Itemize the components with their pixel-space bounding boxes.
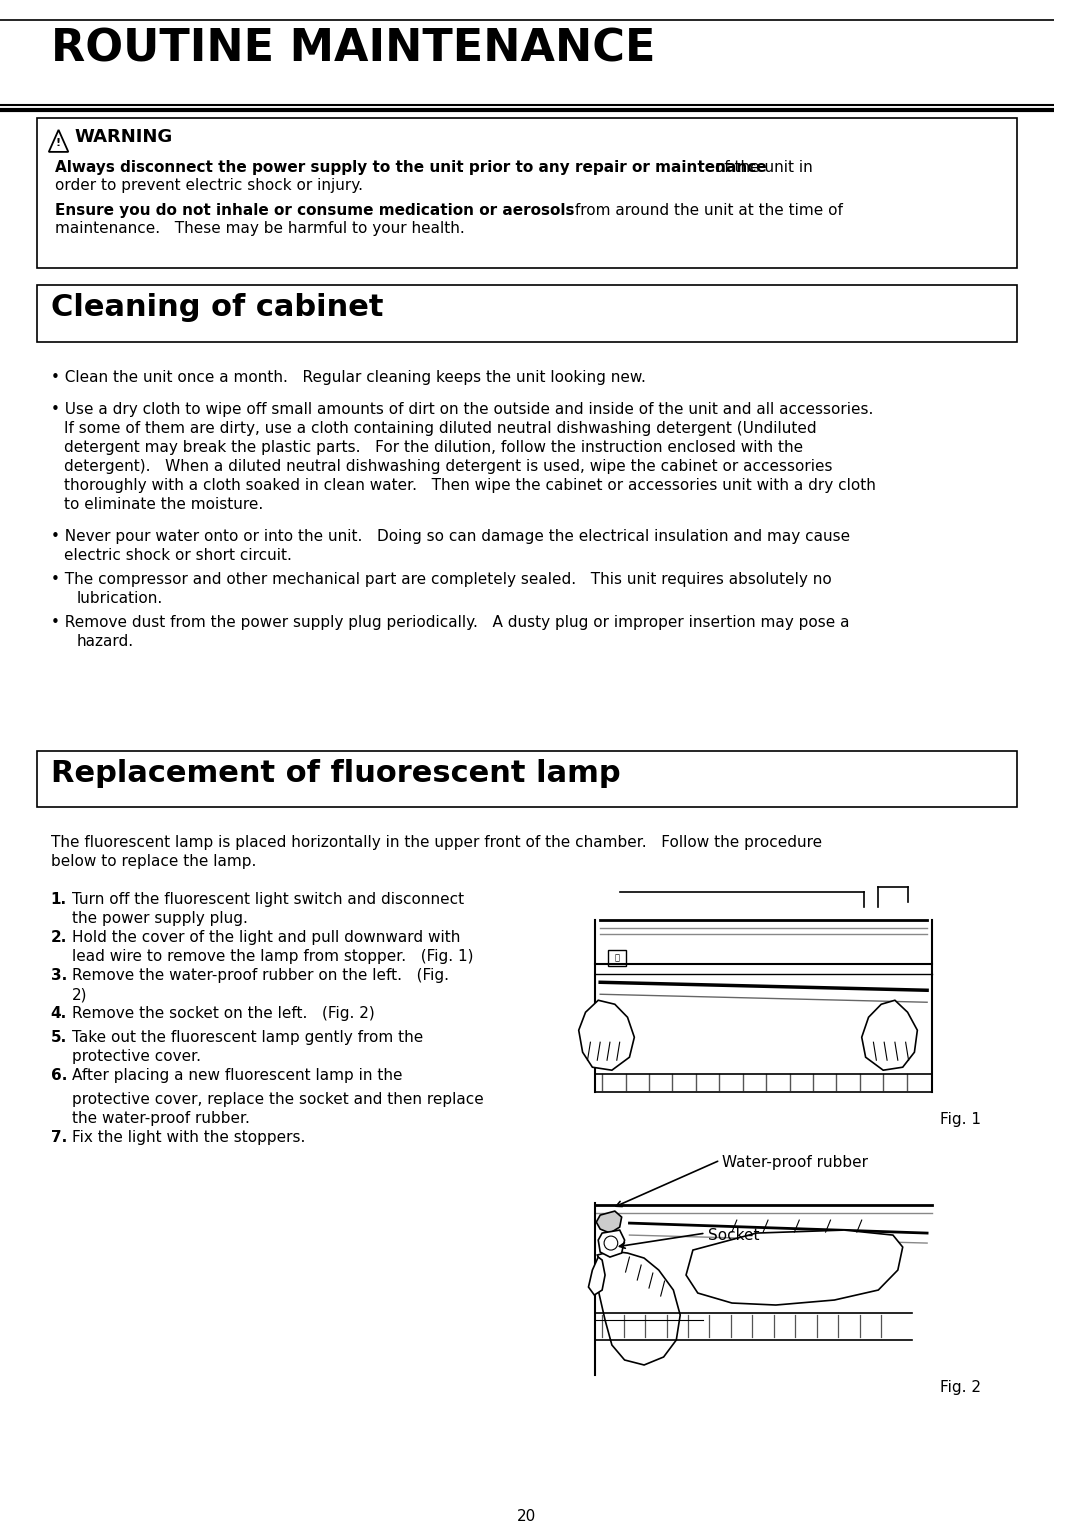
Text: Fix the light with the stoppers.: Fix the light with the stoppers. xyxy=(72,1131,306,1144)
Text: • Remove dust from the power supply plug periodically.   A dusty plug or imprope: • Remove dust from the power supply plug… xyxy=(51,614,849,630)
Text: 2.: 2. xyxy=(51,931,67,946)
Text: Cleaning of cabinet: Cleaning of cabinet xyxy=(51,293,383,322)
Text: Turn off the fluorescent light switch and disconnect: Turn off the fluorescent light switch an… xyxy=(72,892,464,908)
Text: to eliminate the moisture.: to eliminate the moisture. xyxy=(65,497,264,512)
Text: the power supply plug.: the power supply plug. xyxy=(72,911,248,926)
Text: detergent).   When a diluted neutral dishwashing detergent is used, wipe the cab: detergent). When a diluted neutral dishw… xyxy=(65,458,833,474)
FancyBboxPatch shape xyxy=(37,752,1017,807)
Text: Remove the socket on the left.   (Fig. 2): Remove the socket on the left. (Fig. 2) xyxy=(72,1007,375,1021)
Text: detergent may break the plastic parts.   For the dilution, follow the instructio: detergent may break the plastic parts. F… xyxy=(65,440,804,455)
Text: lead wire to remove the lamp from stopper.   (Fig. 1): lead wire to remove the lamp from stoppe… xyxy=(72,949,474,964)
Polygon shape xyxy=(579,1001,634,1070)
Text: Hold the cover of the light and pull downward with: Hold the cover of the light and pull dow… xyxy=(72,931,460,946)
Text: After placing a new fluorescent lamp in the: After placing a new fluorescent lamp in … xyxy=(72,1068,403,1083)
Text: 4.: 4. xyxy=(51,1007,67,1021)
Text: • Never pour water onto or into the unit.   Doing so can damage the electrical i: • Never pour water onto or into the unit… xyxy=(51,529,850,544)
Polygon shape xyxy=(686,1230,903,1305)
Text: Ensure you do not inhale or consume medication or aerosols: Ensure you do not inhale or consume medi… xyxy=(55,203,575,219)
Text: maintenance.   These may be harmful to your health.: maintenance. These may be harmful to you… xyxy=(55,222,464,235)
Text: 2): 2) xyxy=(72,987,87,1002)
Text: Remove the water-proof rubber on the left.   (Fig.: Remove the water-proof rubber on the lef… xyxy=(72,969,449,984)
Text: Water-proof rubber: Water-proof rubber xyxy=(723,1155,868,1170)
Text: Replacement of fluorescent lamp: Replacement of fluorescent lamp xyxy=(51,759,620,788)
Text: WARNING: WARNING xyxy=(75,128,173,145)
Text: Take out the fluorescent lamp gently from the: Take out the fluorescent lamp gently fro… xyxy=(72,1030,423,1045)
Text: electric shock or short circuit.: electric shock or short circuit. xyxy=(65,547,293,562)
Text: protective cover.: protective cover. xyxy=(72,1050,201,1063)
Bar xyxy=(608,950,625,966)
Text: protective cover, replace the socket and then replace: protective cover, replace the socket and… xyxy=(72,1093,484,1108)
Polygon shape xyxy=(597,1251,680,1365)
Text: thoroughly with a cloth soaked in clean water.   Then wipe the cabinet or access: thoroughly with a cloth soaked in clean … xyxy=(65,478,876,492)
Polygon shape xyxy=(49,130,68,151)
Text: Always disconnect the power supply to the unit prior to any repair or maintenanc: Always disconnect the power supply to th… xyxy=(55,160,767,174)
Text: from around the unit at the time of: from around the unit at the time of xyxy=(570,203,842,219)
Text: If some of them are dirty, use a cloth containing diluted neutral dishwashing de: If some of them are dirty, use a cloth c… xyxy=(65,420,818,435)
Text: 1.: 1. xyxy=(51,892,67,908)
Text: order to prevent electric shock or injury.: order to prevent electric shock or injur… xyxy=(55,177,363,193)
Polygon shape xyxy=(862,1001,917,1070)
Text: Socket: Socket xyxy=(707,1229,759,1244)
Text: 3.: 3. xyxy=(51,969,67,984)
Text: Fig. 2: Fig. 2 xyxy=(940,1380,981,1395)
Text: below to replace the lamp.: below to replace the lamp. xyxy=(51,854,256,869)
Text: the water-proof rubber.: the water-proof rubber. xyxy=(72,1111,251,1126)
Text: 5.: 5. xyxy=(51,1030,67,1045)
FancyBboxPatch shape xyxy=(37,284,1017,342)
Text: 7.: 7. xyxy=(51,1131,67,1144)
Polygon shape xyxy=(589,1258,605,1296)
Text: of the unit in: of the unit in xyxy=(711,160,813,174)
FancyBboxPatch shape xyxy=(37,118,1017,267)
Text: !: ! xyxy=(56,138,62,148)
Polygon shape xyxy=(596,1212,622,1233)
Text: The fluorescent lamp is placed horizontally in the upper front of the chamber.  : The fluorescent lamp is placed horizonta… xyxy=(51,836,822,851)
Text: lubrication.: lubrication. xyxy=(77,590,163,605)
Text: Ⓢ: Ⓢ xyxy=(615,953,619,963)
Text: hazard.: hazard. xyxy=(77,634,134,648)
Text: • The compressor and other mechanical part are completely sealed.   This unit re: • The compressor and other mechanical pa… xyxy=(51,571,832,587)
Polygon shape xyxy=(598,1230,624,1258)
Text: ROUTINE MAINTENANCE: ROUTINE MAINTENANCE xyxy=(51,28,656,70)
Text: • Clean the unit once a month.   Regular cleaning keeps the unit looking new.: • Clean the unit once a month. Regular c… xyxy=(51,370,646,385)
Text: • Use a dry cloth to wipe off small amounts of dirt on the outside and inside of: • Use a dry cloth to wipe off small amou… xyxy=(51,402,873,417)
Text: 6.: 6. xyxy=(51,1068,67,1083)
Text: Fig. 1: Fig. 1 xyxy=(940,1112,981,1128)
Text: 20: 20 xyxy=(517,1508,537,1523)
